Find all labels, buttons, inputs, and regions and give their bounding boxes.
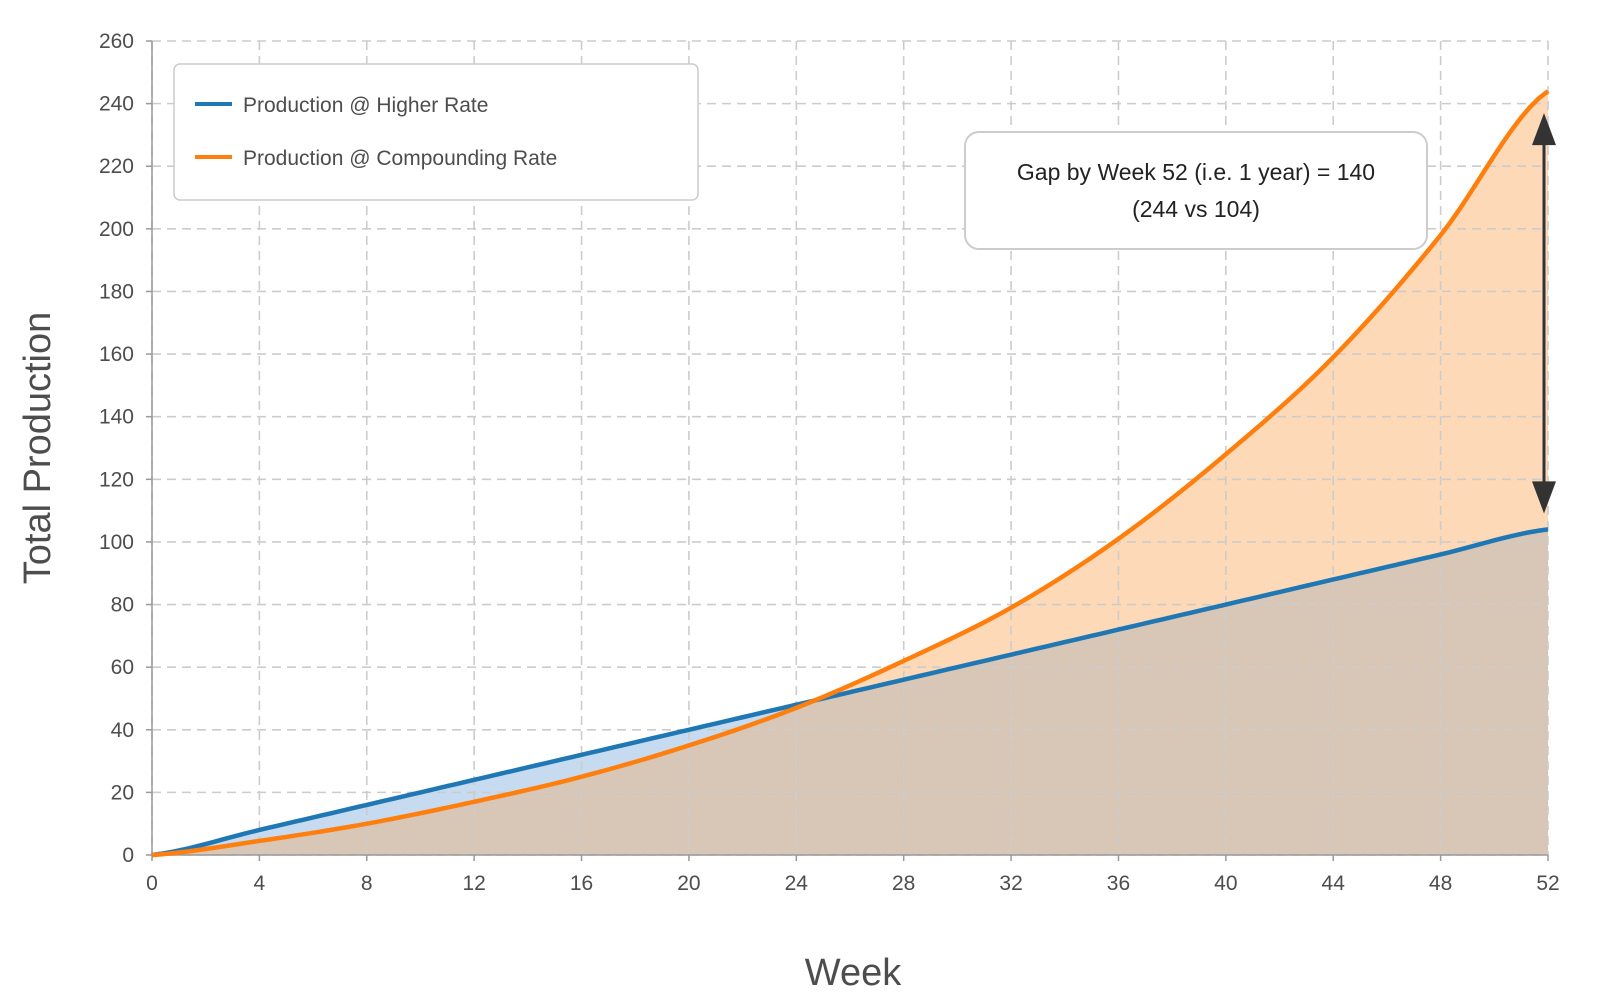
gap-annotation: Gap by Week 52 (i.e. 1 year) = 140 (244 … bbox=[964, 131, 1428, 250]
grid-lines bbox=[151, 40, 1549, 856]
annotation-line-2: (244 vs 104) bbox=[1132, 196, 1260, 222]
x-tick-label: 12 bbox=[462, 872, 485, 895]
x-axis-title: Week bbox=[805, 952, 902, 994]
y-tick-label: 60 bbox=[111, 656, 134, 679]
x-tick-label: 48 bbox=[1429, 872, 1452, 895]
y-tick-label: 160 bbox=[99, 343, 134, 366]
gap-arrow-head-top bbox=[1532, 113, 1556, 146]
gap-arrow bbox=[1532, 113, 1556, 514]
legend-label-compounding: Production @ Compounding Rate bbox=[243, 147, 557, 170]
y-tick-label: 100 bbox=[99, 531, 134, 554]
legend-label-higher: Production @ Higher Rate bbox=[243, 94, 488, 117]
y-tick-label: 0 bbox=[122, 844, 134, 867]
y-tick-label: 140 bbox=[99, 406, 134, 429]
y-tick-label: 260 bbox=[99, 30, 134, 53]
x-tick-label: 44 bbox=[1322, 872, 1346, 895]
y-tick-label: 240 bbox=[99, 93, 134, 116]
y-tick-label: 200 bbox=[99, 218, 134, 241]
x-tick-label: 24 bbox=[785, 872, 809, 895]
legend: Production @ Higher Rate Production @ Co… bbox=[173, 63, 699, 201]
x-tick-label: 52 bbox=[1536, 872, 1559, 895]
x-tick-label: 28 bbox=[892, 872, 915, 895]
compounding-gap-area bbox=[152, 91, 1548, 856]
gap-arrow-head-bottom bbox=[1532, 481, 1556, 514]
y-tick-label: 180 bbox=[99, 280, 134, 303]
x-tick-label: 20 bbox=[677, 872, 700, 895]
x-tick-label: 4 bbox=[254, 872, 266, 895]
y-tick-label: 120 bbox=[99, 468, 134, 491]
axes bbox=[146, 40, 1549, 861]
series-line-compounding-rate bbox=[151, 89, 1550, 858]
y-tick-label: 40 bbox=[111, 719, 134, 742]
annotation-box bbox=[964, 131, 1428, 250]
x-tick-label: 36 bbox=[1107, 872, 1130, 895]
x-tick-label: 8 bbox=[361, 872, 373, 895]
x-tick-label: 0 bbox=[146, 872, 158, 895]
y-axis-title: Total Production bbox=[17, 312, 59, 585]
y-tick-label: 80 bbox=[111, 594, 134, 617]
x-tick-label: 40 bbox=[1214, 872, 1237, 895]
x-tick-label: 16 bbox=[570, 872, 593, 895]
y-tick-label: 20 bbox=[111, 781, 134, 804]
annotation-line-1: Gap by Week 52 (i.e. 1 year) = 140 bbox=[1017, 159, 1375, 185]
tick-labels: 0 4 8 12 16 20 24 28 32 36 40 44 48 52020406080100120… bbox=[99, 30, 1560, 895]
series-line-higher-rate bbox=[151, 527, 1549, 858]
series-lines bbox=[151, 89, 1550, 858]
legend-box bbox=[173, 63, 699, 201]
x-tick-label: 32 bbox=[999, 872, 1022, 895]
y-tick-label: 220 bbox=[99, 155, 134, 178]
